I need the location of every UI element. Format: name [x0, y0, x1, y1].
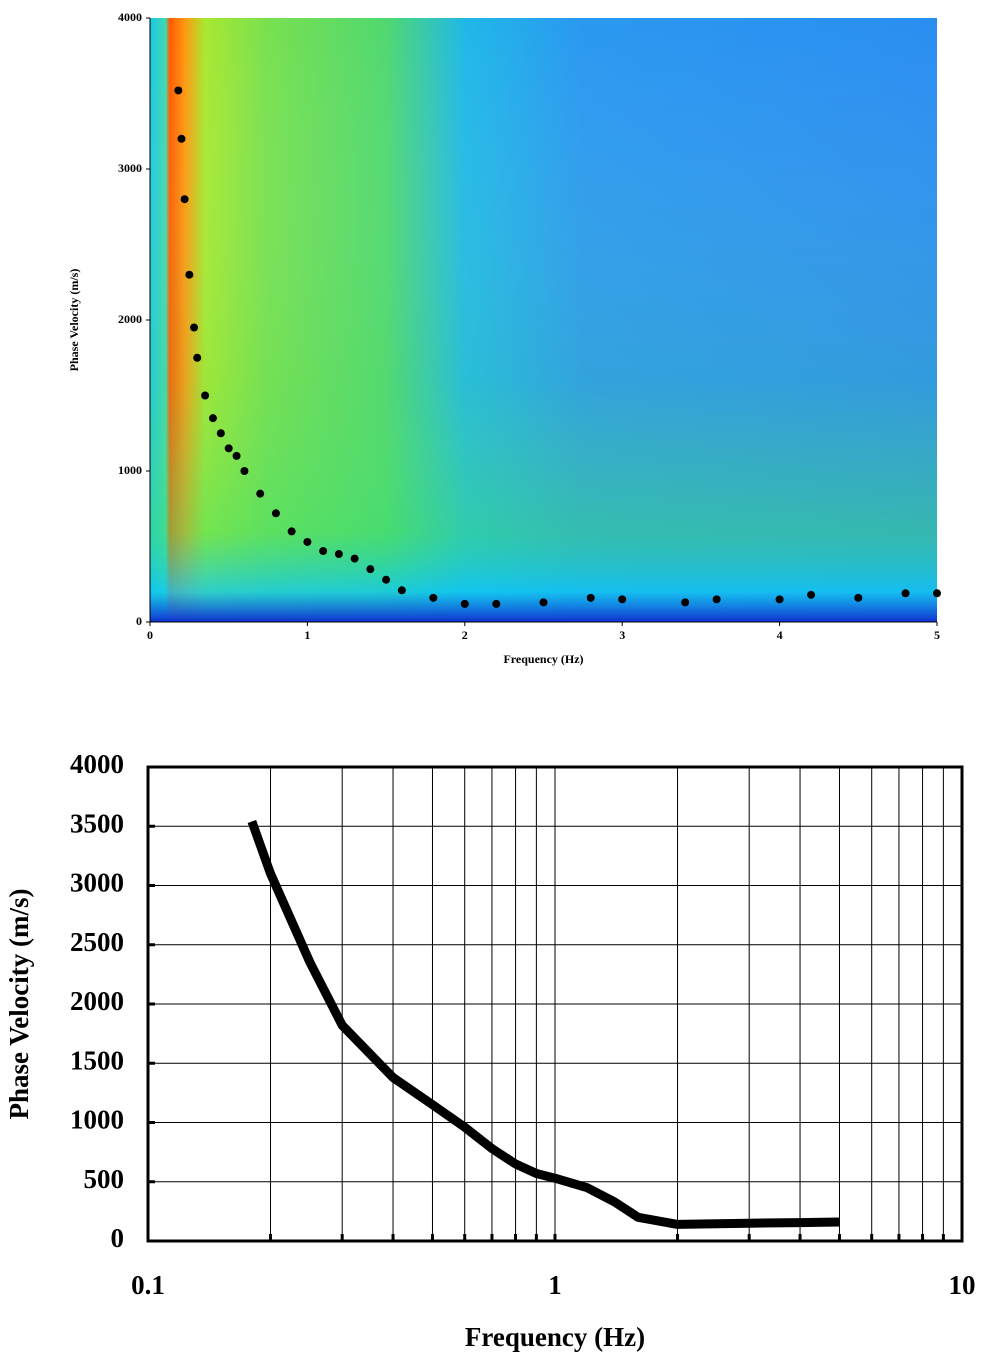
y-tick-label: 2000 [118, 312, 142, 326]
data-point [224, 444, 233, 453]
x-tick-label: 10 [949, 1270, 976, 1300]
data-point [256, 489, 265, 498]
data-point [193, 353, 202, 362]
x-axis-label: Frequency (Hz) [503, 652, 583, 666]
data-point [854, 593, 863, 602]
x-tick-label: 2 [462, 628, 468, 642]
x-tick-label: 0.1 [131, 1270, 165, 1300]
data-point [712, 595, 721, 604]
y-tick-label: 1500 [70, 1045, 124, 1075]
y-tick-label: 4000 [118, 10, 142, 24]
y-tick-label: 0 [111, 1223, 125, 1253]
data-point [492, 599, 501, 608]
x-tick-label: 4 [777, 628, 783, 642]
data-point [933, 589, 941, 598]
data-point [350, 554, 359, 563]
data-point [366, 565, 375, 574]
data-point [240, 467, 249, 475]
data-point [190, 323, 199, 332]
data-point [208, 414, 217, 423]
data-point [185, 270, 194, 279]
data-point [586, 593, 595, 602]
data-point [382, 575, 391, 584]
data-point [618, 595, 627, 604]
data-point [319, 547, 328, 556]
x-tick-label: 0 [147, 628, 153, 642]
data-point [807, 590, 816, 599]
data-line [247, 819, 840, 1229]
x-tick-label: 5 [934, 628, 940, 642]
chart-panel: 0 500 1000 1500 2000 2500 3000 3500 4000 0.1 1 10 Fr… [4, 749, 975, 1352]
y-axis-label: Phase Velocity (m/s) [67, 269, 81, 372]
y-tick-label: 1000 [70, 1105, 124, 1135]
chart-panel: 0 1000 2000 3000 4000 0 1 2 3 4 5 Frequency (Hz) Pha… [67, 10, 941, 666]
y-tick-label: 0 [136, 614, 142, 628]
y-tick-label: 1000 [118, 463, 142, 477]
y-tick-label: 2500 [70, 927, 124, 957]
data-point [201, 391, 210, 400]
data-point [232, 451, 241, 460]
heatmap-background [150, 18, 937, 622]
y-tick-label: 3000 [118, 161, 142, 175]
data-point [901, 589, 910, 598]
data-point [216, 429, 225, 438]
y-axis-label: Phase Velocity (m/s) [4, 889, 34, 1120]
data-point [775, 595, 784, 604]
data-point [303, 537, 312, 546]
data-point [271, 509, 280, 518]
data-point [539, 598, 548, 607]
data-point [397, 586, 406, 595]
y-tick-label: 3500 [70, 808, 124, 838]
y-tick-label: 4000 [70, 749, 124, 779]
data-point [429, 593, 438, 602]
y-tick-label: 3000 [70, 868, 124, 898]
data-point [334, 550, 343, 559]
data-point [180, 195, 189, 204]
y-tick-label: 500 [84, 1164, 125, 1194]
y-tick-label: 2000 [70, 986, 124, 1016]
x-axis-label: Frequency (Hz) [465, 1322, 645, 1352]
data-point [177, 134, 186, 143]
data-point [681, 598, 690, 607]
data-point [287, 527, 296, 536]
x-tick-label: 1 [548, 1270, 562, 1300]
data-point [174, 86, 183, 95]
data-point [460, 599, 469, 608]
x-tick-label: 1 [304, 628, 310, 642]
x-tick-label: 3 [619, 628, 625, 642]
